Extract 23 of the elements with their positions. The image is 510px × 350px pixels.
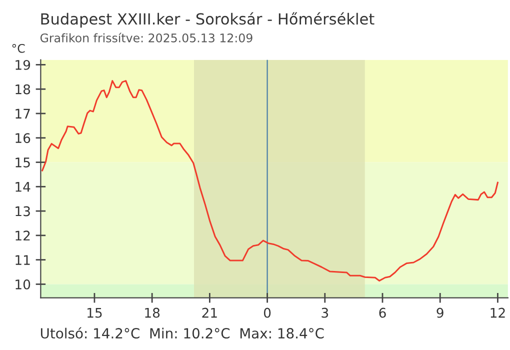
y-tick-label: 11 bbox=[16, 255, 30, 265]
x-tick-label: 18 bbox=[145, 308, 160, 318]
y-tick-label: 13 bbox=[16, 206, 30, 216]
y-tick-label: 12 bbox=[16, 230, 30, 240]
y-tick-label: 18 bbox=[16, 84, 30, 94]
x-tick-label: 21 bbox=[202, 308, 217, 318]
x-tick-label: 6 bbox=[379, 308, 386, 318]
y-tick-label: 10 bbox=[16, 279, 30, 290]
y-axis-title: °C bbox=[12, 44, 25, 53]
x-tick-label: 15 bbox=[88, 308, 102, 318]
x-tick-label: 9 bbox=[436, 308, 444, 318]
y-tick-label: 19 bbox=[16, 60, 30, 70]
x-tick-label: 0 bbox=[264, 308, 271, 318]
y-tick-label: 15 bbox=[16, 158, 30, 168]
x-tick-label: 3 bbox=[322, 308, 328, 318]
y-tick-label: 17 bbox=[16, 108, 30, 119]
y-tick-label: 14 bbox=[16, 182, 30, 192]
x-tick-label: 12 bbox=[490, 308, 505, 318]
line-series bbox=[42, 80, 498, 282]
text: Utolsó: 14.2°C Min: 10.2°C Max: 18.4°C bbox=[40, 327, 324, 339]
chart-title: Budapest XXIII.ker - Soroksár - Hőmérséklet bbox=[41, 12, 374, 28]
y-tick-label: 16 bbox=[16, 133, 30, 144]
chart-subtitle: Grafikon frissítve: 2025.05.13 12:09 bbox=[40, 32, 252, 42]
